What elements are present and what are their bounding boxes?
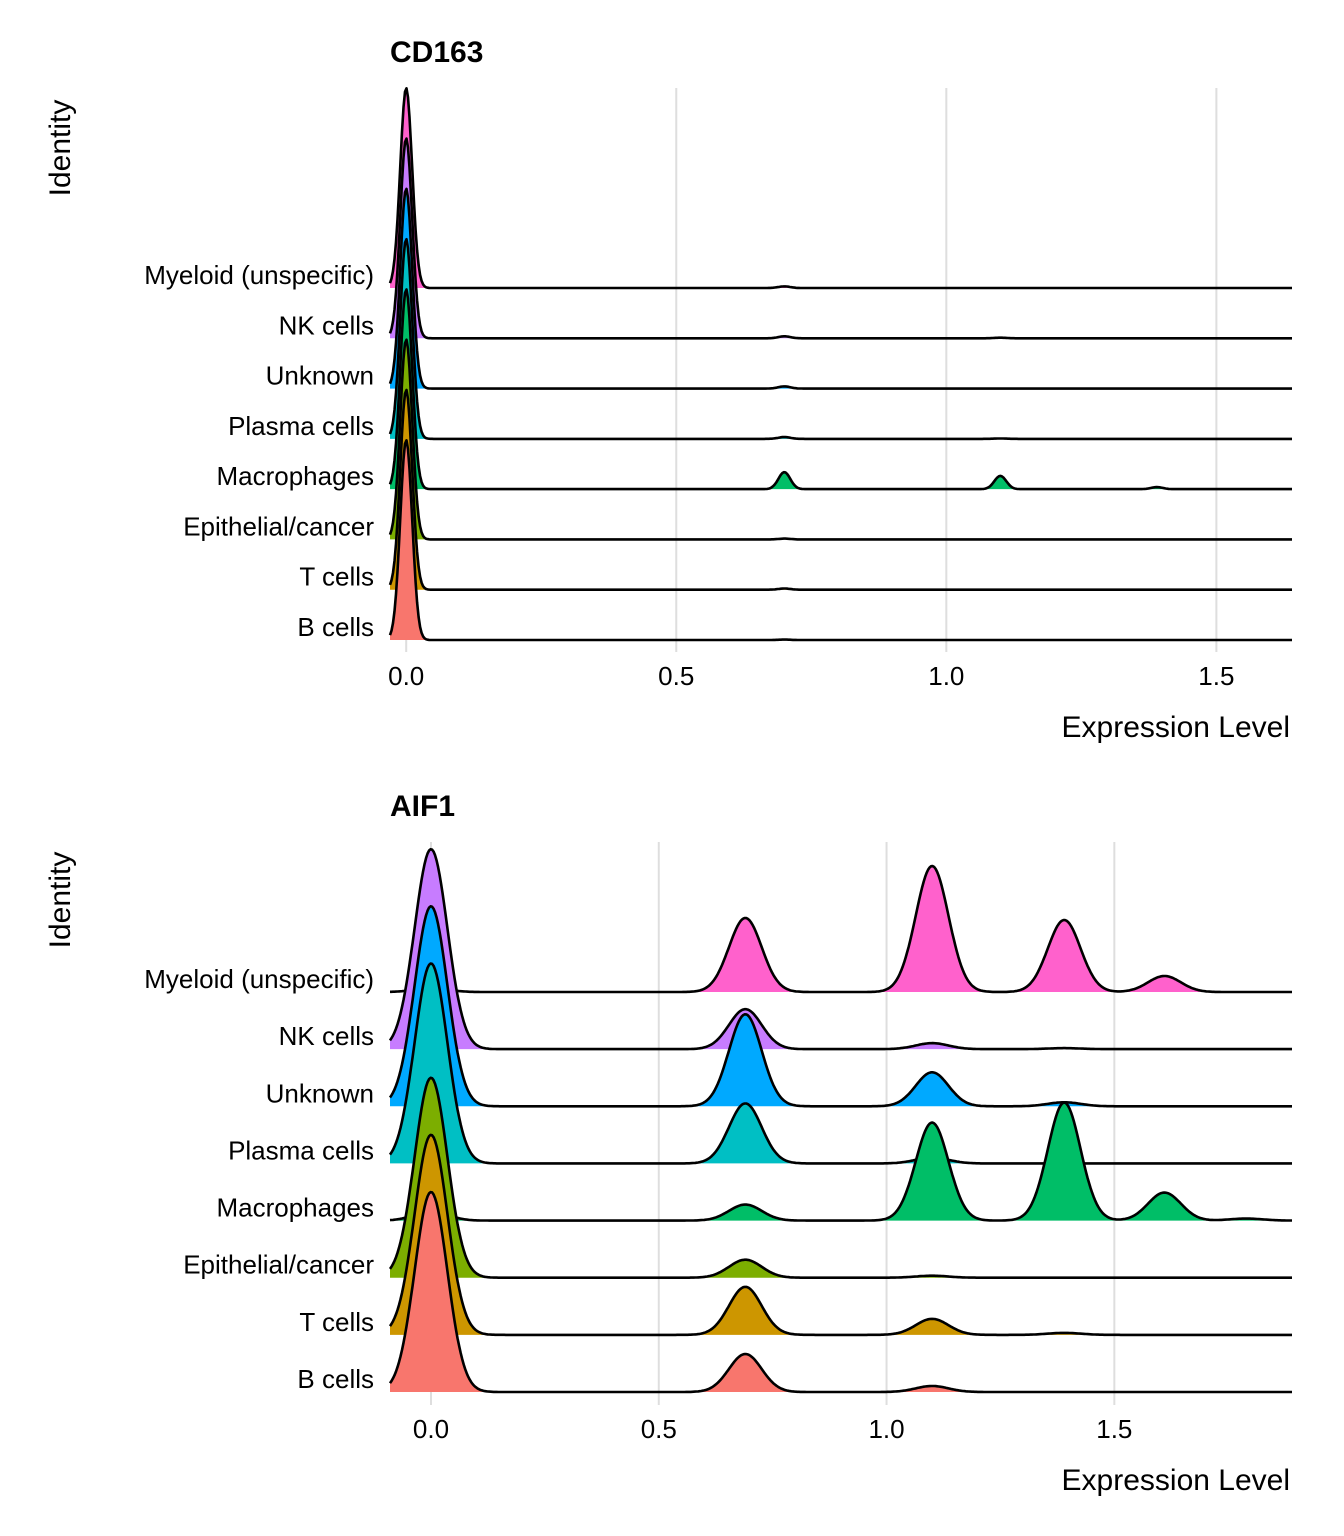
cd163-ridge-line-myeloid-unspecific (388, 87, 1292, 290)
cd163-ridge-line-plasma-cells (388, 237, 1292, 441)
aif1-ridge-line-b-cells (388, 1190, 1292, 1394)
cd163-panel: B cells T cells Epithelial/cancer Macrophag… (44, 36, 1292, 744)
aif1-x-tick-label-3: 1.5 (1096, 1414, 1132, 1444)
aif1-category-label-myeloid-unspecific: Myeloid (unspecific) (144, 964, 374, 994)
cd163-x-tick-label-2: 1.0 (928, 661, 964, 691)
aif1-ridge-line-t-cells (388, 1133, 1292, 1337)
aif1-gridlines (430, 842, 1116, 1405)
aif1-category-label-nk-cells: NK cells (279, 1021, 374, 1051)
cd163-ridge-line-macrophages (388, 288, 1292, 491)
cd163-y-axis-label: Identity (44, 100, 77, 197)
aif1-ridge-fill-plasma-cells (390, 963, 1292, 1164)
cd163-ridge-line-nk-cells (388, 137, 1292, 340)
aif1-ridge-line-epithelial-cancer (388, 1076, 1292, 1279)
aif1-category-labels: B cells T cells Epithelial/cancer Macrophag… (144, 964, 374, 1394)
aif1-category-label-b-cells: B cells (297, 1364, 374, 1394)
cd163-ridge-line-epithelial-cancer (388, 338, 1292, 541)
aif1-ridge-line-unknown (388, 905, 1292, 1108)
aif1-ridge-fill-unknown (390, 906, 1292, 1107)
cd163-category-label-myeloid-unspecific: Myeloid (unspecific) (144, 260, 374, 290)
cd163-category-label-nk-cells: NK cells (279, 310, 374, 340)
aif1-panel: B cells T cells Epithelial/cancer Macrophag… (44, 790, 1292, 1497)
cd163-category-label-plasma-cells: Plasma cells (228, 411, 374, 441)
cd163-gridlines (405, 88, 1218, 652)
cd163-category-label-t-cells: T cells (299, 562, 374, 592)
aif1-category-label-unknown: Unknown (266, 1078, 374, 1108)
cd163-ridges (388, 87, 1292, 642)
aif1-ridges (388, 847, 1292, 1394)
aif1-category-label-macrophages: Macrophages (216, 1193, 374, 1223)
cd163-x-axis-label: Expression Level (1062, 711, 1290, 744)
cd163-x-tick-label-0: 0.0 (388, 661, 424, 691)
cd163-category-label-epithelial-cancer: Epithelial/cancer (183, 511, 374, 541)
aif1-x-axis-label: Expression Level (1062, 1464, 1290, 1497)
cd163-category-label-b-cells: B cells (297, 612, 374, 642)
aif1-y-axis-label: Identity (44, 852, 77, 949)
cd163-ridge-line-t-cells (388, 388, 1292, 591)
cd163-title: CD163 (390, 36, 483, 69)
aif1-x-tick-labels: 0.0 0.5 1.0 1.5 (413, 1414, 1132, 1444)
aif1-ridge-line-plasma-cells (388, 962, 1292, 1165)
cd163-x-tick-labels: 0.0 0.5 1.0 1.5 (388, 661, 1234, 691)
aif1-ridge-fill-epithelial-cancer (390, 1077, 1292, 1278)
cd163-category-labels: B cells T cells Epithelial/cancer Macrophag… (144, 260, 374, 642)
aif1-title: AIF1 (390, 790, 455, 823)
aif1-ridge-fill-t-cells (390, 1134, 1292, 1335)
aif1-ridge-fill-macrophages (390, 1102, 1292, 1221)
cd163-x-tick-label-1: 0.5 (658, 661, 694, 691)
cd163-ridge-fill-nk-cells (390, 138, 1292, 339)
cd163-x-tick-label-3: 1.5 (1198, 661, 1234, 691)
cd163-category-label-unknown: Unknown (266, 361, 374, 391)
aif1-ridge-fill-nk-cells (390, 849, 1292, 1050)
aif1-ridge-fill-b-cells (390, 1192, 1292, 1392)
aif1-ridge-fill-myeloid-unspecific (390, 866, 1292, 992)
aif1-ridge-line-macrophages (389, 1101, 1292, 1222)
aif1-x-tick-label-0: 0.0 (413, 1414, 449, 1444)
aif1-category-label-epithelial-cancer: Epithelial/cancer (183, 1250, 374, 1280)
cd163-category-label-macrophages: Macrophages (216, 461, 374, 491)
cd163-ridge-line-unknown (388, 187, 1292, 390)
aif1-ridge-line-nk-cells (388, 847, 1292, 1051)
aif1-ridge-line-myeloid-unspecific (390, 864, 1292, 994)
cd163-ridge-line-b-cells (388, 439, 1292, 642)
aif1-x-tick-label-2: 1.0 (868, 1414, 904, 1444)
cd163-ridge-fill-myeloid-unspecific (390, 88, 1292, 288)
aif1-category-label-plasma-cells: Plasma cells (228, 1135, 374, 1165)
aif1-category-label-t-cells: T cells (299, 1307, 374, 1337)
aif1-x-tick-label-1: 0.5 (641, 1414, 677, 1444)
